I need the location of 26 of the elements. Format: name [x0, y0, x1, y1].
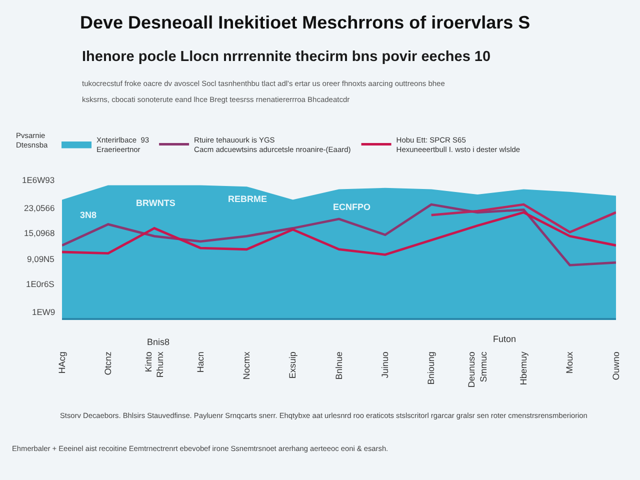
text: Bnis8 — [147, 337, 170, 347]
text: 15,0968 — [24, 228, 55, 238]
text: Futon — [493, 334, 516, 344]
x-tick-label: HAcg — [56, 352, 67, 374]
text: 1EW9 — [32, 307, 56, 317]
annotation: BRWNTS — [136, 198, 176, 208]
text: 9,09N5 — [27, 254, 55, 264]
x-tick-label: Exsuip — [288, 352, 298, 379]
chart-title: Deve Desneoall Inekitioet Meschrrons of iroervlars S — [80, 12, 530, 32]
x-tick-label: Ouwno — [610, 352, 621, 380]
x-tick-label: Deunuso Smmuc — [466, 351, 488, 388]
x-tick-label: Kinto Rhunx — [143, 351, 166, 378]
text: 1E6W93 — [22, 175, 55, 185]
x-tick-label: Bnlnue — [334, 352, 344, 380]
text: 1E0r6S — [26, 279, 55, 289]
annotation: ECNFPO — [333, 202, 371, 212]
x-tick-label: Moux — [564, 351, 575, 374]
x-tick-label: Nocmx — [242, 351, 252, 380]
x-tick-label: Bnioung — [426, 352, 436, 385]
annotation: REBRME — [228, 194, 268, 204]
x-tick-label: Hacn — [195, 352, 206, 373]
x-tick-label: Otcnz — [103, 351, 114, 376]
annotation: 3N8 — [80, 210, 97, 220]
x-tick-label: Juinuo — [380, 352, 390, 378]
text: 23,0566 — [24, 203, 55, 213]
x-tick-label: Hbemuy — [518, 351, 529, 386]
